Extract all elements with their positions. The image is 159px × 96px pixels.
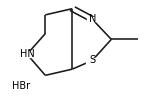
Text: S: S xyxy=(89,55,95,65)
Bar xyxy=(87,17,97,21)
Bar xyxy=(86,58,98,63)
Text: HBr: HBr xyxy=(12,81,31,91)
Bar xyxy=(19,51,35,57)
Text: N: N xyxy=(89,14,96,24)
Text: HN: HN xyxy=(20,49,34,59)
